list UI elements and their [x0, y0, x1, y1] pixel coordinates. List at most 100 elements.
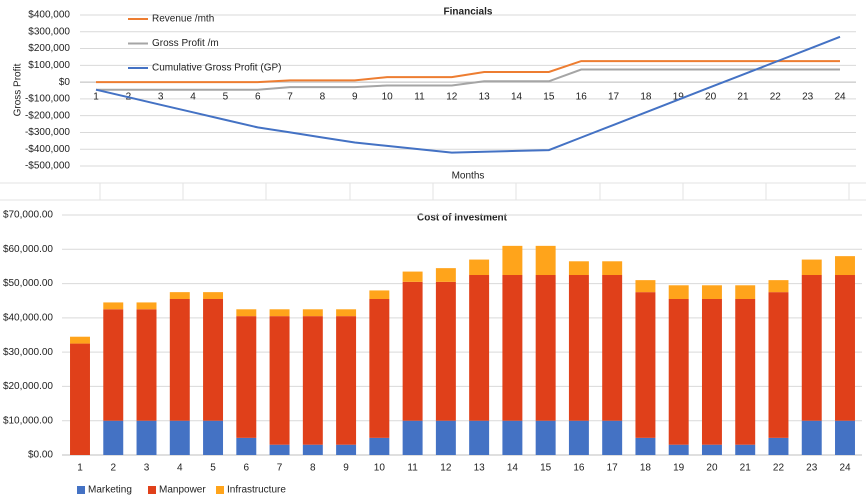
- x-tick-label: 21: [740, 463, 752, 474]
- x-tick-label: 21: [737, 92, 749, 103]
- bar-segment: [635, 280, 656, 293]
- legend-swatch: [77, 486, 85, 494]
- bar-segment: [801, 275, 822, 421]
- legend-label: Manpower: [159, 485, 206, 496]
- legend-label: Revenue /mth: [152, 14, 214, 25]
- x-tick-label: 5: [223, 92, 229, 103]
- x-tick-label: 22: [773, 463, 785, 474]
- bar-segment: [269, 444, 290, 455]
- x-tick-label: 9: [343, 463, 349, 474]
- x-tick-label: 3: [158, 92, 164, 103]
- bar-segment: [835, 420, 855, 455]
- bar-segment: [269, 309, 290, 317]
- bar-segment: [103, 309, 124, 421]
- y-tick-label: $50,000.00: [3, 278, 53, 289]
- bar-segment: [735, 444, 756, 455]
- bar-segment: [435, 420, 456, 455]
- x-tick-label: 12: [440, 463, 452, 474]
- bar-segment: [136, 309, 157, 421]
- x-tick-label: 6: [255, 92, 261, 103]
- y-tick-label: $30,000.00: [3, 347, 53, 358]
- y-tick-label: $100,000: [28, 60, 70, 71]
- bar-segment: [768, 280, 789, 293]
- bar-segment: [602, 261, 623, 275]
- bar-segment: [136, 420, 157, 455]
- bar-segment: [203, 292, 224, 299]
- bar-segment: [203, 420, 224, 455]
- x-tick-label: 18: [640, 92, 652, 103]
- bar-segment: [402, 420, 423, 455]
- y-tick-label: $10,000.00: [3, 415, 53, 426]
- bar-segment: [635, 437, 656, 455]
- bar-segment: [768, 437, 789, 455]
- bar-segment: [203, 299, 224, 421]
- bar-segment: [535, 275, 556, 421]
- x-tick-label: 16: [573, 463, 585, 474]
- bar-segment: [435, 268, 456, 282]
- y-tick-label: -$500,000: [25, 161, 70, 172]
- legend-label: Infrastructure: [227, 485, 286, 496]
- bar-segment: [236, 437, 257, 455]
- bar-segment: [502, 420, 523, 455]
- x-tick-label: 2: [110, 463, 116, 474]
- legend-swatch: [148, 486, 156, 494]
- bar-segment: [735, 299, 756, 445]
- x-tick-label: 16: [576, 92, 588, 103]
- chart-title: Financials: [444, 7, 493, 18]
- bar-segment: [402, 271, 423, 282]
- x-tick-label: 7: [277, 463, 283, 474]
- x-tick-label: 5: [210, 463, 216, 474]
- bar-segment: [169, 299, 190, 421]
- bar-segment: [701, 285, 722, 299]
- bar-segment: [369, 290, 390, 299]
- bar-segment: [668, 299, 689, 445]
- x-tick-label: 1: [93, 92, 99, 103]
- x-tick-label: 13: [479, 92, 491, 103]
- bar-segment: [568, 420, 589, 455]
- bar-segment: [302, 309, 323, 317]
- x-tick-label: 9: [352, 92, 358, 103]
- x-tick-label: 17: [607, 463, 619, 474]
- bar-segment: [602, 275, 623, 421]
- bar-segment: [701, 444, 722, 455]
- x-tick-label: 20: [705, 92, 717, 103]
- x-tick-label: 14: [507, 463, 519, 474]
- bar-segment: [801, 420, 822, 455]
- x-tick-label: 24: [839, 463, 851, 474]
- bar-segment: [668, 285, 689, 299]
- bar-segment: [801, 259, 822, 275]
- bar-segment: [668, 444, 689, 455]
- bar-segment: [735, 285, 756, 299]
- bar-segment: [535, 245, 556, 275]
- bar-segment: [768, 292, 789, 438]
- bar-segment: [236, 309, 257, 317]
- y-tick-label: -$200,000: [25, 110, 70, 121]
- x-tick-label: 23: [802, 92, 814, 103]
- y-tick-label: $40,000.00: [3, 312, 53, 323]
- bar-segment: [103, 420, 124, 455]
- sheet-grid: [0, 182, 866, 201]
- line-series: [96, 60, 840, 84]
- bar-segment: [435, 281, 456, 421]
- y-tick-label: $70,000.00: [3, 210, 53, 221]
- x-tick-label: 11: [407, 463, 418, 474]
- bar-segment: [136, 302, 157, 310]
- x-axis-label: Months: [452, 171, 485, 182]
- x-tick-label: 11: [414, 92, 425, 103]
- legend-label: Gross Profit /m: [152, 38, 219, 49]
- line-series: [96, 68, 840, 91]
- bar-segment: [302, 444, 323, 455]
- x-tick-label: 14: [511, 92, 523, 103]
- bar-segment: [336, 444, 357, 455]
- x-tick-label: 15: [540, 463, 552, 474]
- bar-segment: [568, 275, 589, 421]
- y-tick-label: $0: [59, 77, 71, 88]
- y-tick-label: $0.00: [28, 450, 53, 461]
- chart-title: Cost of Investment: [417, 213, 508, 224]
- y-tick-label: -$100,000: [25, 94, 70, 105]
- bar-segment: [336, 309, 357, 317]
- bar-segment: [701, 299, 722, 445]
- legend-label: Marketing: [88, 485, 132, 496]
- bar-segment: [369, 299, 390, 438]
